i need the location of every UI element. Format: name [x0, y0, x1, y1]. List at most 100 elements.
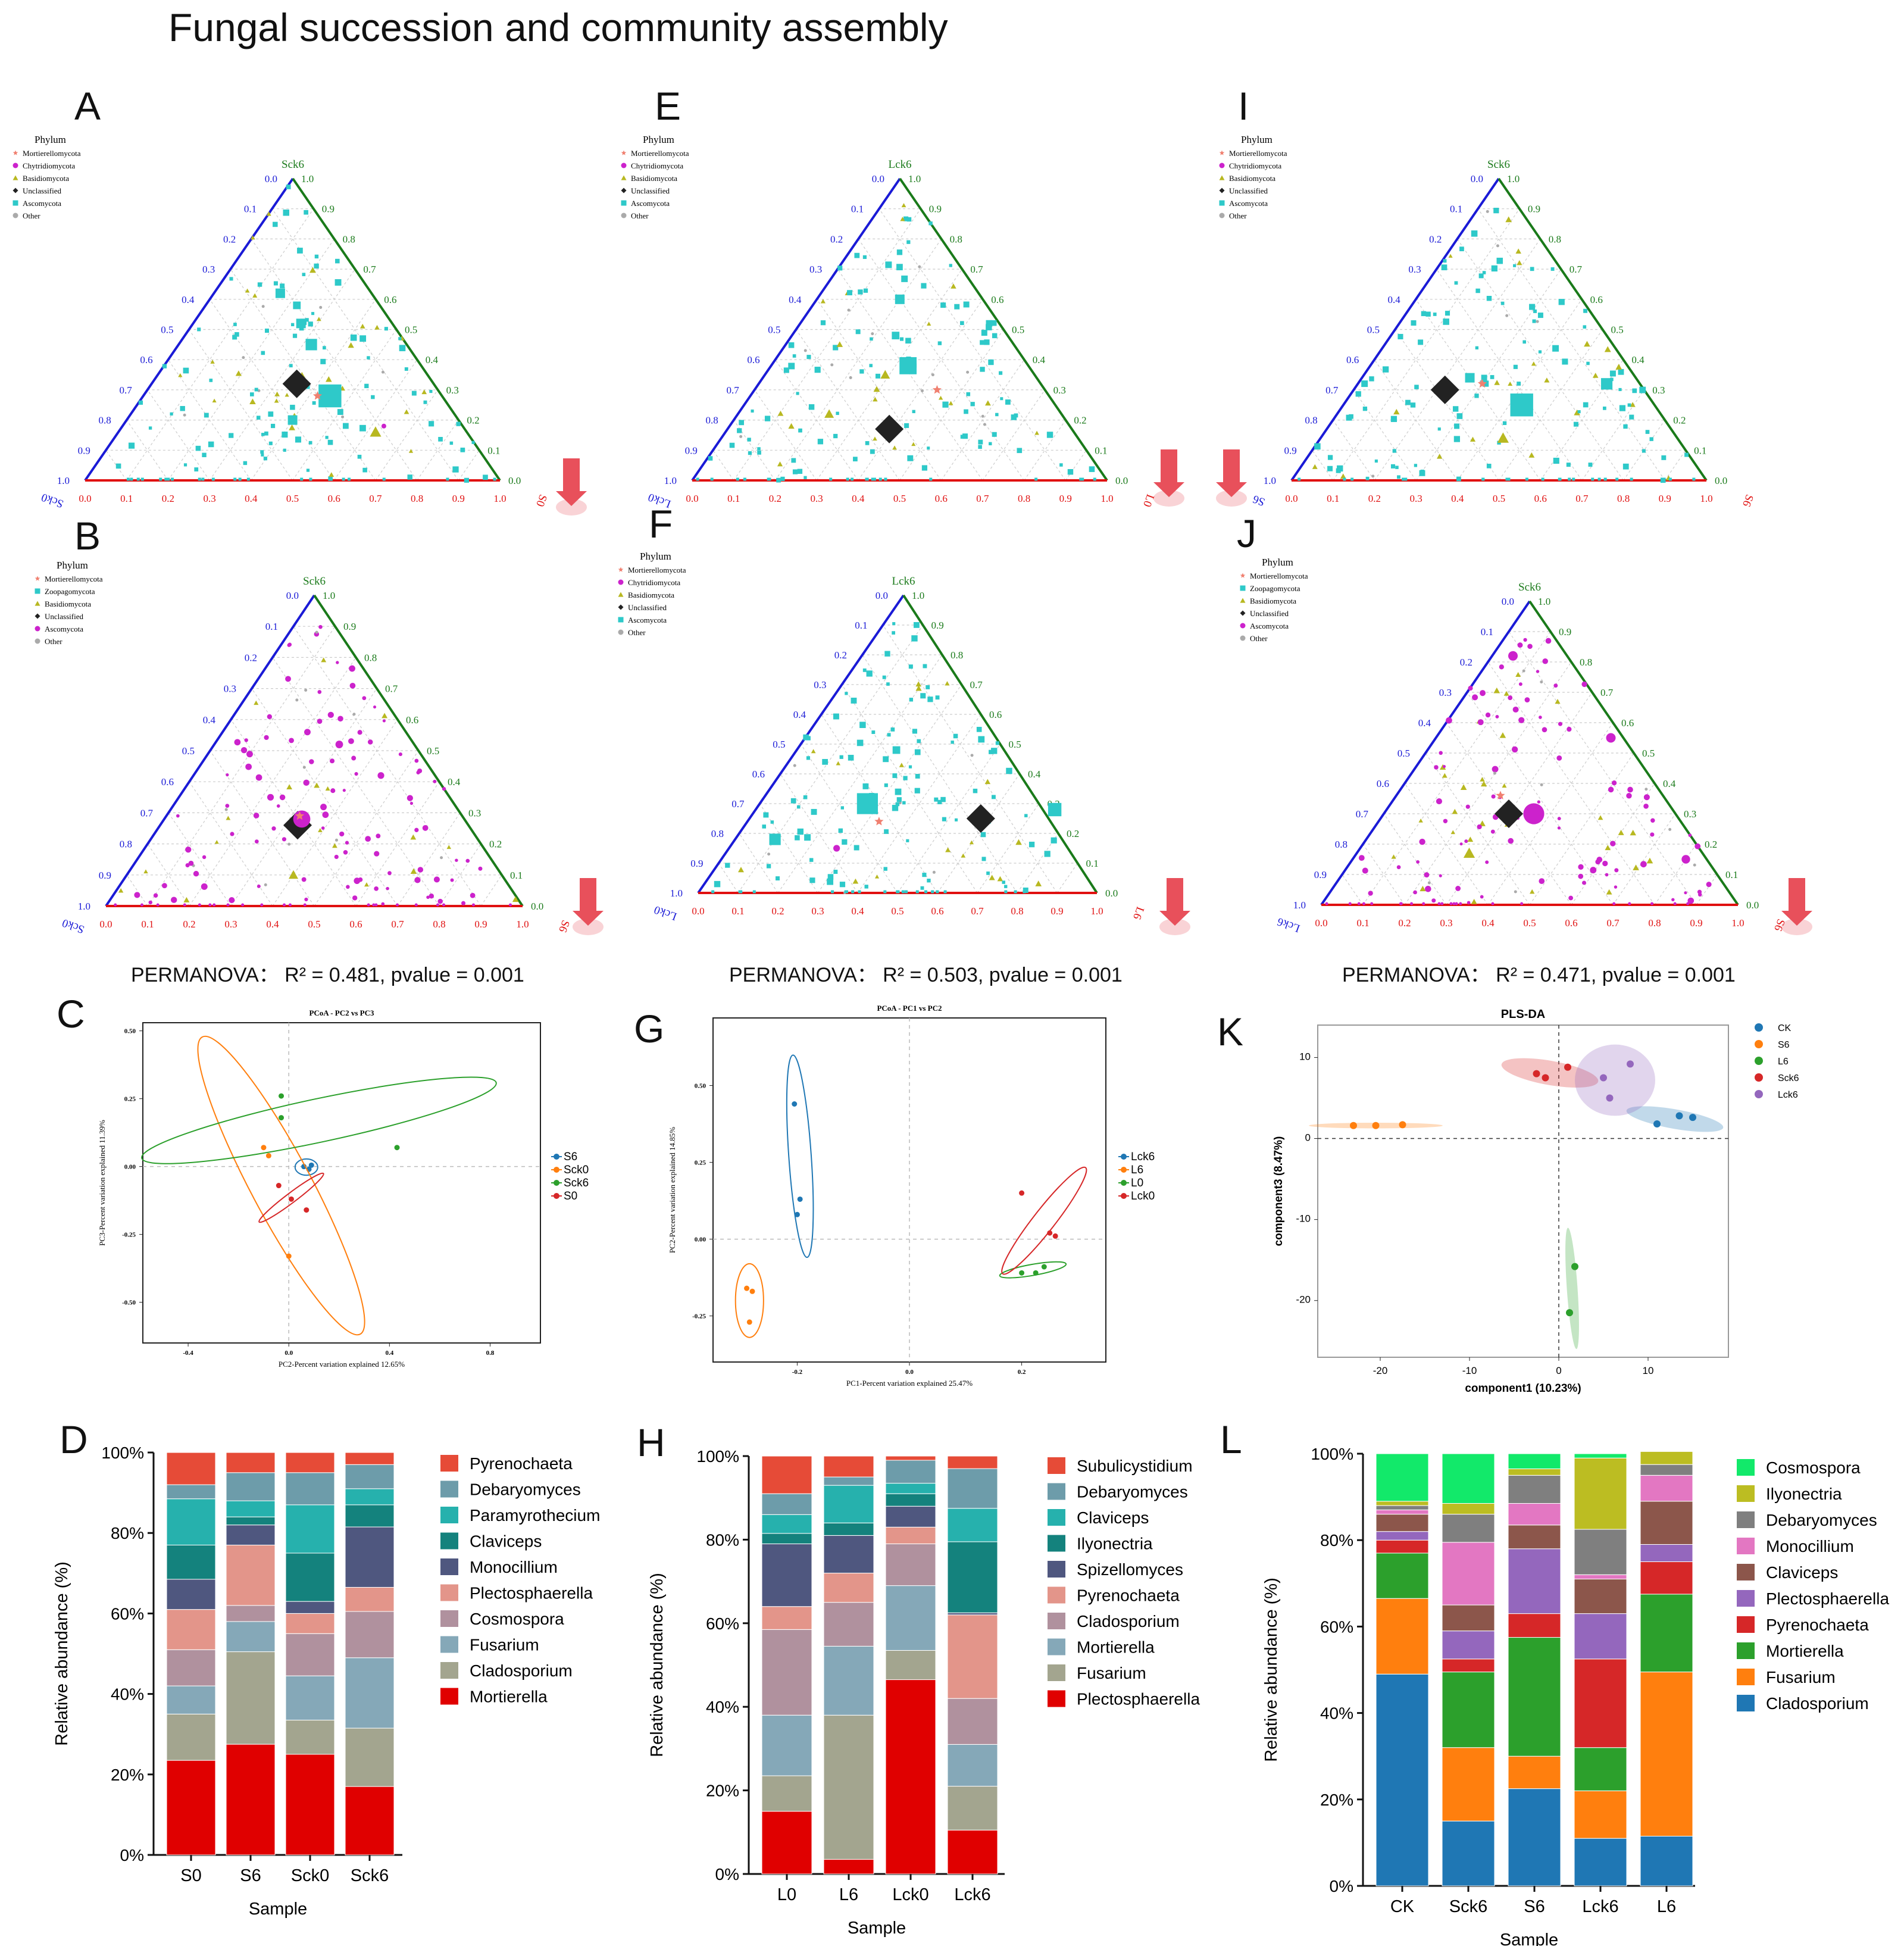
otu-point	[1584, 341, 1590, 347]
otu-point	[1523, 638, 1527, 642]
otu-point	[780, 476, 785, 481]
otu-point	[348, 342, 354, 348]
bar-segment-monocillium	[285, 1601, 335, 1614]
otu-point	[202, 855, 207, 860]
otu-point	[1355, 391, 1361, 397]
otu-point	[1080, 477, 1084, 481]
otu-point	[1413, 890, 1417, 895]
otu-point	[934, 797, 939, 802]
bottom-tick-label: 0.1	[141, 919, 154, 930]
otu-point	[1452, 902, 1456, 905]
bottom-tick-label: 0.3	[811, 905, 824, 917]
otu-point	[883, 756, 889, 763]
otu-point	[995, 413, 999, 417]
otu-point	[757, 447, 761, 451]
ternary-point	[899, 357, 917, 374]
left-tick-label: 1.0	[78, 901, 90, 912]
otu-point	[1454, 281, 1458, 285]
otu-point	[739, 435, 743, 438]
otu-point	[1427, 881, 1431, 885]
bar-segment-debaryomyces	[285, 1472, 335, 1505]
otu-point	[1425, 311, 1431, 317]
otu-point	[1608, 786, 1614, 793]
legend-marker	[618, 617, 624, 623]
otu-point	[1649, 437, 1653, 441]
otu-point	[1015, 839, 1022, 845]
otu-point	[858, 890, 861, 894]
otu-point	[845, 890, 848, 894]
left-tick-label: 0.0	[1502, 596, 1514, 607]
legend-swatch	[440, 1688, 458, 1705]
otu-point	[884, 477, 887, 481]
otu-point	[212, 398, 217, 403]
otu-point	[246, 751, 253, 758]
otu-point	[942, 817, 946, 821]
bar-segment-debaryomyces	[947, 1468, 998, 1509]
legend-marker	[35, 601, 40, 606]
otu-point	[851, 697, 857, 704]
otu-point	[337, 409, 343, 415]
otu-point	[465, 858, 470, 863]
ternary-point	[282, 369, 311, 398]
bar-segment-cladosporium	[226, 1651, 276, 1745]
otu-point	[148, 900, 153, 905]
otu-point	[284, 392, 289, 397]
sample-point-sck6	[1542, 1074, 1549, 1082]
grid-line	[897, 744, 1001, 894]
otu-point	[945, 681, 950, 686]
bar-segment-claviceps	[166, 1544, 216, 1580]
otu-point	[362, 696, 367, 701]
red-arrow-icon	[556, 458, 587, 516]
bottom-tick-label: 0.3	[1409, 493, 1422, 504]
otu-point	[836, 761, 841, 766]
otu-point	[320, 358, 326, 364]
otu-point	[433, 876, 440, 883]
grid-line	[1374, 359, 1458, 481]
right-tick-label: 0.4	[448, 776, 461, 788]
otu-point	[346, 885, 350, 889]
otu-point	[948, 401, 953, 405]
left-tick-label: 1.0	[1293, 899, 1306, 911]
legend-label: Lck0	[1131, 1190, 1155, 1202]
otu-point	[118, 888, 124, 893]
otu-point	[382, 719, 386, 723]
otu-point	[256, 416, 261, 420]
legend-label: Debaryomyces	[1766, 1511, 1877, 1529]
bottom-tick-label: 0.6	[1534, 493, 1547, 504]
otu-point	[407, 474, 413, 480]
left-tick-label: 0.2	[245, 652, 257, 663]
right-tick-label: 0.6	[406, 714, 418, 726]
ternary-legend: PhylumMortierellomycotaChytridiomycotaBa…	[1219, 134, 1287, 220]
otu-point	[908, 664, 913, 669]
bar-segment-ilyonectria	[1508, 1468, 1561, 1476]
otu-point	[263, 457, 267, 461]
otu-point	[305, 318, 309, 322]
left-tick-label: 0.2	[1429, 233, 1442, 245]
bar-segment-fusarium	[761, 1775, 812, 1812]
otu-point	[1537, 313, 1543, 318]
bottom-tick-label: 0.9	[1659, 493, 1671, 504]
otu-point	[757, 451, 761, 455]
otu-point	[911, 442, 916, 446]
grid-line	[1333, 208, 1520, 481]
top-vertex-label: Sck6	[303, 575, 326, 588]
bar-segment-monocillium	[1640, 1475, 1693, 1502]
otu-point	[926, 685, 930, 689]
otu-point	[1508, 695, 1513, 701]
otu-point	[984, 779, 991, 785]
bar-segment-pyrenochaeta	[947, 1614, 998, 1699]
otu-point	[226, 903, 230, 907]
grid-line	[189, 329, 293, 481]
otu-point	[329, 758, 335, 764]
otu-point	[1684, 891, 1687, 895]
bar-segment-paramyrothecium	[285, 1504, 335, 1554]
otu-point	[1480, 895, 1484, 899]
otu-point	[1503, 691, 1509, 696]
otu-point	[1349, 414, 1353, 419]
otu-point	[1581, 681, 1587, 688]
bar-segment-claviceps	[823, 1485, 874, 1523]
grid-line	[712, 449, 734, 481]
otu-point	[254, 388, 258, 392]
bar-segment-debaryomyces	[1442, 1514, 1495, 1543]
grid-line	[1383, 813, 1447, 905]
